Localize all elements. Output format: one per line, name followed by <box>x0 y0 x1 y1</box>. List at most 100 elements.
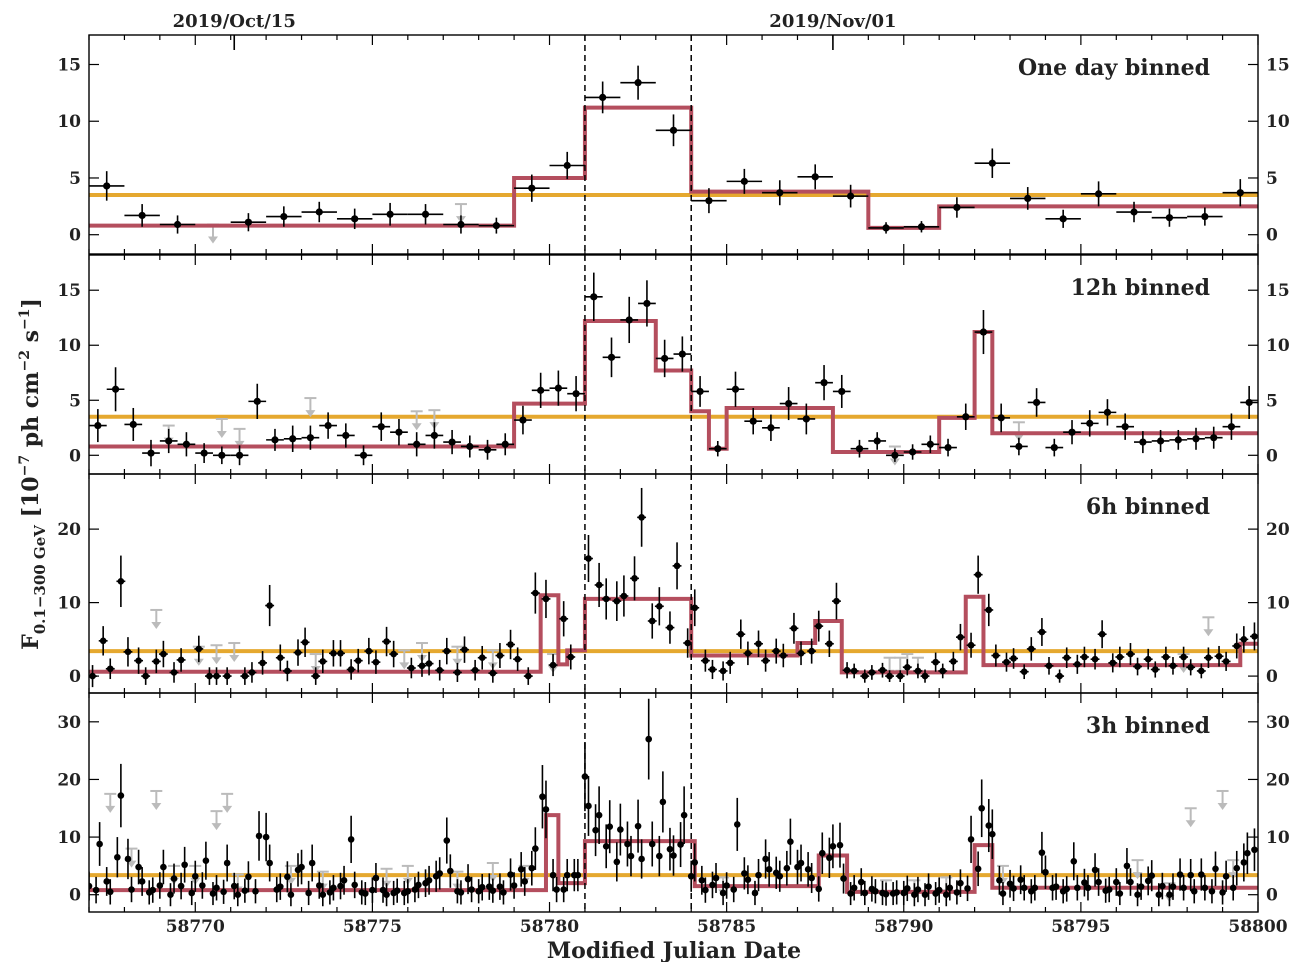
data-point <box>542 780 550 839</box>
data-point <box>592 804 599 857</box>
data-point <box>726 371 745 407</box>
data-point <box>336 208 373 230</box>
data-point <box>124 838 132 880</box>
data-point <box>1009 648 1019 669</box>
data-point-marker <box>680 811 688 819</box>
data-point-marker <box>1027 645 1035 653</box>
y-tick-label-left: 10 <box>57 336 81 356</box>
data-point <box>1196 663 1206 679</box>
panels-group: 0 0 5 5 10 10 15 15 One day binned 0 0 5 5 10 10 15 15 12… <box>57 34 1290 937</box>
data-point-marker <box>932 658 939 666</box>
data-point-marker <box>369 886 376 894</box>
plot-area <box>89 65 1258 244</box>
data-point-marker <box>1113 878 1120 886</box>
data-point <box>1010 187 1046 210</box>
data-point-marker <box>861 672 869 680</box>
panel-frame <box>88 34 1259 255</box>
data-point-marker <box>507 871 514 878</box>
data-point <box>407 204 444 225</box>
data-point-marker <box>129 420 137 429</box>
data-point-marker <box>935 886 943 894</box>
data-point <box>672 542 682 590</box>
data-point-marker <box>850 884 858 892</box>
data-point-marker <box>872 887 879 895</box>
data-point-marker <box>436 870 444 877</box>
data-point-marker <box>1240 859 1248 866</box>
data-point-marker <box>882 224 890 232</box>
data-point <box>1037 618 1047 646</box>
upper-limit <box>1216 789 1229 810</box>
data-point <box>315 872 323 899</box>
data-point-marker <box>262 833 270 841</box>
data-point <box>1091 853 1099 887</box>
data-point <box>245 861 252 893</box>
data-point-marker <box>979 328 988 336</box>
data-point-marker <box>1251 633 1258 640</box>
data-point-marker <box>1155 891 1163 899</box>
x-axis-title: Modified Julian Date <box>547 938 801 962</box>
data-point <box>528 850 536 886</box>
data-point <box>106 367 125 412</box>
data-point-marker <box>815 622 823 630</box>
data-point-marker <box>893 889 900 896</box>
data-point-marker <box>170 875 178 882</box>
data-point <box>1020 875 1028 901</box>
data-point-marker <box>245 873 252 881</box>
data-point <box>354 445 373 466</box>
data-point <box>336 423 355 448</box>
data-point <box>902 659 912 676</box>
data-point <box>1116 882 1124 906</box>
data-point-marker <box>1116 890 1124 897</box>
data-point <box>371 650 381 674</box>
data-point <box>276 873 284 900</box>
data-point-marker <box>925 883 932 890</box>
data-point <box>904 875 911 902</box>
data-point-marker <box>252 887 259 895</box>
upper-limit-arrowhead <box>487 875 498 883</box>
data-point <box>1127 868 1134 896</box>
data-point-marker <box>749 417 757 425</box>
data-point <box>549 370 568 406</box>
data-point-marker <box>879 666 886 674</box>
x-tick-label: 58795 <box>1051 917 1110 937</box>
data-point-marker <box>365 647 373 655</box>
y-tick-label-left: 5 <box>69 391 81 411</box>
data-point <box>195 443 213 463</box>
data-point <box>393 878 401 903</box>
data-point-marker <box>1094 190 1103 198</box>
data-point-marker <box>461 646 468 653</box>
data-point-marker <box>847 890 854 897</box>
data-point-marker <box>1084 884 1092 892</box>
data-point <box>346 659 356 680</box>
data-point-marker <box>1134 891 1141 899</box>
data-point-marker <box>1134 663 1141 670</box>
y-tick-label-right: 10 <box>1266 336 1290 356</box>
data-point <box>452 662 462 682</box>
data-point <box>677 822 684 868</box>
data-point <box>415 871 422 899</box>
data-point <box>532 827 539 870</box>
data-point-marker <box>1156 437 1165 445</box>
data-point-marker <box>447 867 454 875</box>
data-point <box>702 877 709 903</box>
data-point-marker <box>340 877 348 884</box>
data-point-marker <box>315 882 323 889</box>
data-point-marker <box>223 672 231 680</box>
data-point-marker <box>111 385 120 393</box>
data-point-marker <box>684 639 691 647</box>
data-point-marker <box>574 871 582 879</box>
data-point <box>362 882 369 906</box>
data-point <box>574 858 582 892</box>
data-point <box>857 868 865 896</box>
data-point <box>624 821 631 867</box>
data-point <box>673 336 692 372</box>
data-point <box>477 645 487 670</box>
data-point <box>992 403 1011 433</box>
data-point <box>1019 664 1029 680</box>
data-point-marker <box>709 881 716 889</box>
data-point <box>230 872 238 900</box>
data-point-marker <box>94 421 102 430</box>
data-point-marker <box>289 435 297 443</box>
data-point-marker <box>89 882 93 890</box>
data-point <box>755 858 762 892</box>
